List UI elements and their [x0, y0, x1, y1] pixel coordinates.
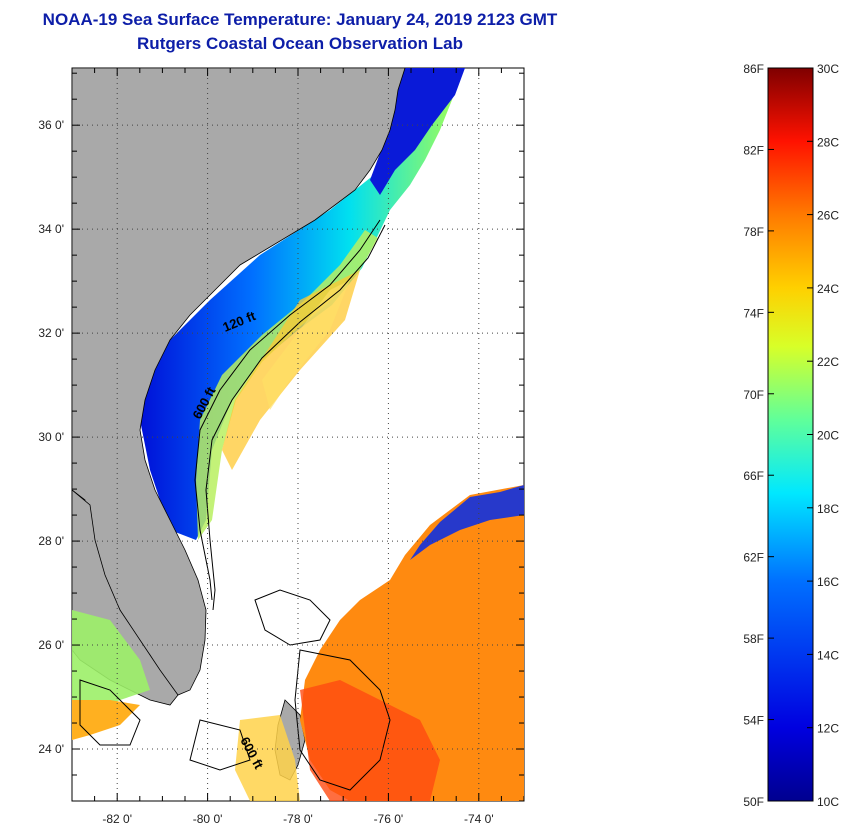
lon-label: -82 0' — [102, 812, 132, 826]
celsius-label: 14C — [817, 648, 839, 662]
fahrenheit-label: 50F — [743, 795, 764, 809]
celsius-label: 18C — [817, 502, 839, 516]
fahrenheit-label: 58F — [743, 632, 764, 646]
keys-warm — [72, 700, 140, 740]
atlantic-warm-edge — [410, 485, 524, 560]
map-content — [72, 68, 524, 801]
lat-label: 26 0' — [38, 638, 64, 652]
lat-label: 32 0' — [38, 326, 64, 340]
celsius-label: 24C — [817, 282, 839, 296]
fahrenheit-label: 54F — [743, 714, 764, 728]
fahrenheit-label: 78F — [743, 225, 764, 239]
fahrenheit-label: 62F — [743, 551, 764, 565]
map-axes: 36 0' 34 0' 32 0' 30 0' 28 0' 26 0' 24 0' -82 0… — [38, 68, 525, 826]
fahrenheit-label: 82F — [743, 143, 764, 157]
fahrenheit-label: 86F — [743, 62, 764, 76]
celsius-label: 28C — [817, 135, 839, 149]
keys-water — [72, 610, 150, 720]
gulf-stream-patch-2 — [262, 280, 350, 410]
lon-label: -78 0' — [283, 812, 313, 826]
shelf-water-warm — [196, 230, 378, 540]
celsius-label: 10C — [817, 795, 839, 809]
contour-600ft — [205, 224, 386, 611]
lat-label: 34 0' — [38, 222, 64, 236]
fahrenheit-label: 70F — [743, 388, 764, 402]
colorbar — [767, 67, 814, 802]
lat-label: 30 0' — [38, 430, 64, 444]
contour-120ft — [194, 219, 381, 601]
celsius-label: 22C — [817, 355, 839, 369]
atlantic-hot-core — [300, 680, 440, 801]
north-cold-band — [370, 68, 465, 195]
chart-title: NOAA-19 Sea Surface Temperature: January… — [42, 10, 558, 29]
graticule — [72, 68, 524, 801]
celsius-label: 12C — [817, 722, 839, 736]
celsius-label: 26C — [817, 209, 839, 223]
straits-warm — [235, 715, 300, 801]
celsius-label: 16C — [817, 575, 839, 589]
contour-bahamas — [79, 589, 391, 791]
lon-label: -80 0' — [193, 812, 223, 826]
celsius-label: 20C — [817, 429, 839, 443]
lat-label: 24 0' — [38, 742, 64, 756]
lat-label: 36 0' — [38, 118, 64, 132]
lon-label: -76 0' — [374, 812, 404, 826]
celsius-label: 30C — [817, 62, 839, 76]
fahrenheit-label: 74F — [743, 306, 764, 320]
lat-label: 28 0' — [38, 534, 64, 548]
colorbar-ticks: 30C 28C 26C 24C 22C 20C 18C 16C 14C 12C 10C 86F 82F 7… — [743, 62, 839, 809]
fahrenheit-label: 66F — [743, 469, 764, 483]
chart-subtitle: Rutgers Coastal Ocean Observation Lab — [137, 34, 463, 53]
lon-label: -74 0' — [464, 812, 494, 826]
